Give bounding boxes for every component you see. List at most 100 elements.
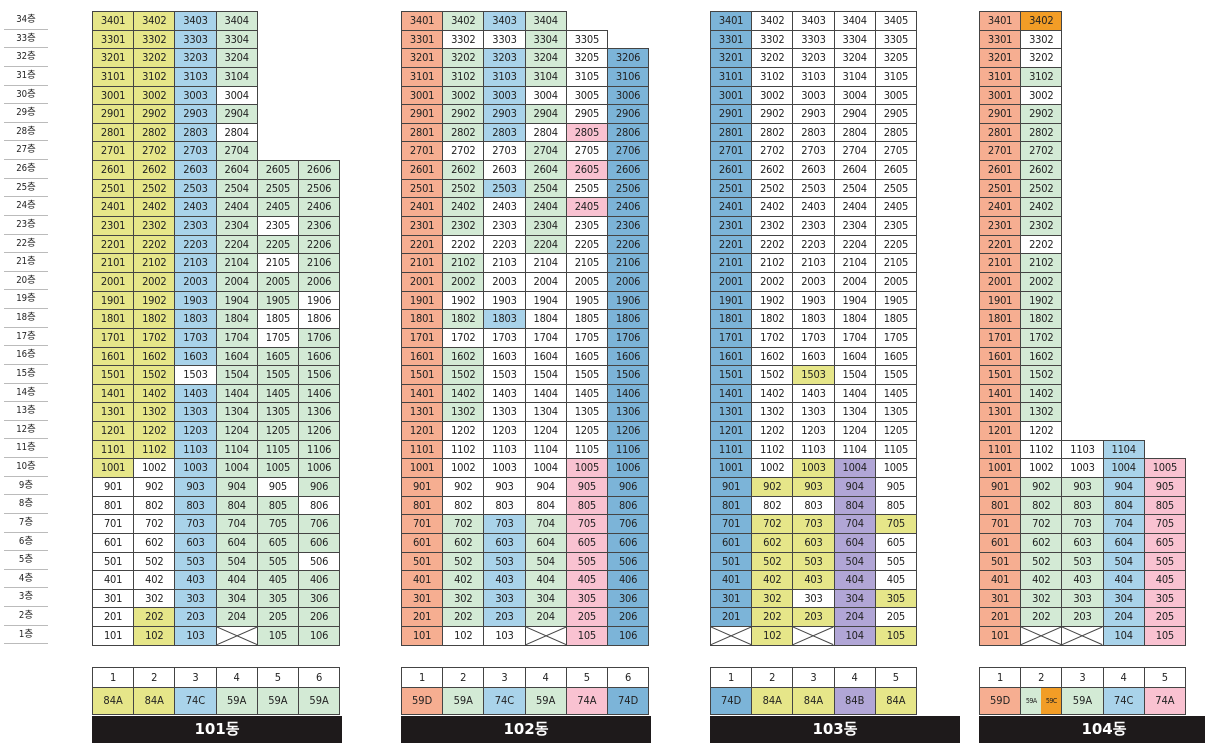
unit-cell: 205	[874, 607, 917, 628]
unit-cell: 2202	[133, 234, 176, 255]
floor-label: 2층	[4, 607, 48, 626]
unit-cell: 502	[442, 551, 485, 572]
unit-cell: 2704	[215, 141, 258, 162]
unit-cell: 1301	[92, 402, 135, 423]
unit-cell: 1902	[751, 290, 794, 311]
unit-cell: 2605	[565, 160, 608, 180]
unit-cell: 1002	[442, 458, 485, 478]
unit-cell: 2405	[874, 197, 917, 218]
unit-cell: 201	[92, 607, 135, 628]
unit-cell: 2701	[979, 141, 1022, 162]
unit-cell: 904	[524, 477, 567, 497]
unit-cell: 2901	[979, 104, 1022, 124]
unit-cell: 601	[92, 532, 135, 553]
unit-cell: 1103	[174, 439, 217, 460]
unit-cell: 1104	[1102, 439, 1145, 460]
unit-cell: 2302	[442, 216, 485, 236]
unit-cell: 2503	[483, 178, 526, 199]
floor-label: 6층	[4, 533, 48, 552]
unit-cell: 504	[215, 551, 258, 572]
unit-cell: 1106	[298, 439, 341, 460]
unit-cell: 603	[792, 532, 835, 553]
unit-cell: 1302	[442, 402, 485, 423]
unit-cell: 806	[298, 495, 341, 516]
unit-cell: 804	[1102, 495, 1145, 516]
unit-type: 59A	[1061, 687, 1104, 715]
unit-cell: 1902	[442, 290, 485, 311]
unit-cell: 2302	[1020, 216, 1063, 236]
unit-cell: 1603	[483, 346, 526, 367]
unit-cell: 801	[92, 495, 135, 516]
unit-cell: 2102	[1020, 253, 1063, 273]
unit-cell: 801	[401, 495, 444, 516]
unit-cell: 905	[1143, 477, 1186, 497]
unit-cell: 2702	[133, 141, 176, 162]
unit-cell: 2801	[92, 122, 135, 143]
unit-cell: 2901	[710, 104, 753, 124]
unit-cell: 903	[483, 477, 526, 497]
unit-cell: 102	[442, 626, 485, 646]
unit-cell: 2802	[133, 122, 176, 143]
unit-cell: 2702	[442, 141, 485, 162]
unit-cell: 1601	[92, 346, 135, 367]
unit-cell: 2601	[92, 160, 135, 180]
unit-cell: 303	[483, 588, 526, 609]
unit-cell: 903	[1061, 477, 1104, 497]
unit-cell: 1004	[524, 458, 567, 478]
unit-cell: 701	[979, 514, 1022, 534]
unit-cell: 603	[483, 532, 526, 553]
unit-cell: 3203	[174, 48, 217, 68]
unit-cell: 2303	[792, 216, 835, 236]
unit-cell: 2601	[979, 160, 1022, 180]
unit-cell: 1202	[133, 421, 176, 441]
unit-cell: 1601	[710, 346, 753, 367]
line-number: 1	[401, 667, 444, 688]
unit-cell: 1605	[565, 346, 608, 367]
unit-cell: 401	[710, 570, 753, 590]
unit-cell: 504	[524, 551, 567, 572]
unit-cell: 1901	[92, 290, 135, 311]
unit-cell: 2301	[710, 216, 753, 236]
unit-cell: 404	[1102, 570, 1145, 590]
unit-cell: 2802	[442, 122, 485, 143]
unit-type: 59A 59C	[1020, 687, 1063, 715]
unit-cell: 302	[133, 588, 176, 609]
unit-cell: 2401	[92, 197, 135, 218]
unit-cell: 2202	[1020, 234, 1063, 255]
unit-cell: 706	[298, 514, 341, 534]
unit-cell: 701	[710, 514, 753, 534]
unit-cell: 602	[751, 532, 794, 553]
unit-cell: 2304	[833, 216, 876, 236]
unit-cell: 2701	[401, 141, 444, 162]
unit-cell: 2104	[833, 253, 876, 273]
unit-cell: 1401	[710, 383, 753, 404]
unit-cell: 1004	[1102, 458, 1145, 478]
unit-cell: 2402	[1020, 197, 1063, 218]
unit-cell: 2801	[710, 122, 753, 143]
unit-cell: 1102	[133, 439, 176, 460]
unit-cell: 202	[133, 607, 176, 628]
unit-cell: 3106	[607, 66, 650, 87]
unit-cell: 506	[607, 551, 650, 572]
unit-cell: 1803	[483, 309, 526, 329]
unit-cell: 1405	[874, 383, 917, 404]
unit-cell: 1302	[751, 402, 794, 423]
unit-cell: 1403	[174, 383, 217, 404]
unit-cell: 2504	[833, 178, 876, 199]
unit-cell: 801	[979, 495, 1022, 516]
unit-cell: 3103	[792, 66, 835, 87]
unit-cell: 702	[751, 514, 794, 534]
unit-cell: 2901	[401, 104, 444, 124]
unit-cell: 402	[1020, 570, 1063, 590]
unit-cell: 3205	[874, 48, 917, 68]
unit-cell: 1501	[92, 365, 135, 385]
unit-type-sub: 59A	[1021, 688, 1042, 714]
unit-cell: 3403	[792, 11, 835, 31]
unit-cell: 605	[256, 532, 299, 553]
unit-cell: 1006	[607, 458, 650, 478]
unit-cell: 1105	[565, 439, 608, 460]
building-name: 103동	[710, 716, 960, 743]
unit-cell: 1905	[256, 290, 299, 311]
unit-cell: 2506	[607, 178, 650, 199]
unit-cell: 805	[565, 495, 608, 516]
